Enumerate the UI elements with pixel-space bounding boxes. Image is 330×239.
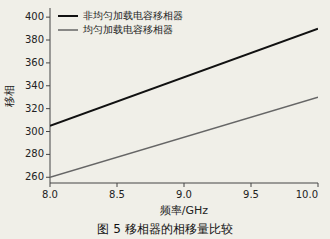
y-axis-label: 移相 (3, 85, 16, 107)
x-tick (318, 183, 319, 187)
x-tick (184, 183, 185, 187)
y-tick (46, 131, 50, 132)
legend-swatch (58, 29, 78, 31)
x-tick-label: 9.0 (176, 189, 192, 200)
y-tick (46, 40, 50, 41)
x-tick (50, 183, 51, 187)
chart: 260 280 300 320 340 360 380 400 8.0 8.5 9.0 9.5 10.0… (0, 0, 330, 239)
y-tick-label: 260 (25, 171, 44, 182)
y-tick (46, 177, 50, 178)
x-tick-label: 8.5 (109, 189, 125, 200)
x-axis-label: 频率/GHz (160, 204, 209, 217)
y-axis-line (50, 8, 51, 183)
y-tick (46, 85, 50, 86)
y-tick-label: 280 (25, 148, 44, 159)
y-tick (46, 108, 50, 109)
x-tick (251, 183, 252, 187)
legend-swatch (58, 15, 78, 17)
y-tick-label: 340 (25, 80, 44, 91)
x-tick-label: 8.0 (42, 189, 58, 200)
legend: 非均匀加载电容移相器均匀加载电容移相器 (58, 10, 183, 35)
plot-lines (50, 29, 318, 178)
chart-container: 260 280 300 320 340 360 380 400 8.0 8.5 9.0 9.5 10.0… (0, 0, 330, 239)
y-tick-label: 400 (25, 11, 44, 22)
y-tick (46, 62, 50, 63)
series-line (50, 29, 318, 126)
x-tick-label: 10.0 (296, 189, 318, 200)
y-tick-label: 320 (25, 103, 44, 114)
legend-label: 均匀加载电容移相器 (82, 24, 173, 35)
x-tick-label: 9.5 (243, 189, 259, 200)
x-tick (117, 183, 118, 187)
series-line (50, 97, 318, 177)
y-tick-label: 300 (25, 126, 44, 137)
y-tick (46, 154, 50, 155)
y-tick-label: 380 (25, 34, 44, 45)
y-tick (46, 17, 50, 18)
legend-label: 非均匀加载电容移相器 (83, 10, 183, 21)
y-tick-label: 360 (25, 57, 44, 68)
caption: 图 5 移相器的相移量比较 (97, 222, 232, 236)
